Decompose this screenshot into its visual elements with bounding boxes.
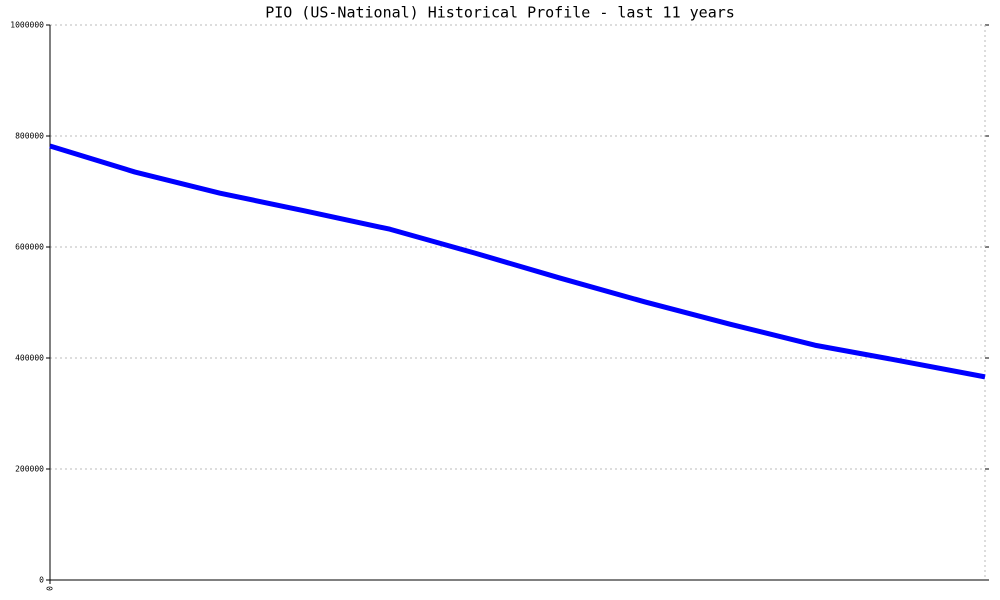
x-tick-label: 0 xyxy=(46,586,55,591)
data-line xyxy=(49,143,986,380)
y-tick-label: 600000 xyxy=(15,243,44,252)
y-tick-label: 800000 xyxy=(15,132,44,141)
chart-title: PIO (US-National) Historical Profile - l… xyxy=(265,4,735,22)
y-tick-label: 200000 xyxy=(15,465,44,474)
y-tick-label: 400000 xyxy=(15,354,44,363)
y-tick-label: 0 xyxy=(39,576,44,585)
y-tick-label: 1000000 xyxy=(10,21,44,30)
